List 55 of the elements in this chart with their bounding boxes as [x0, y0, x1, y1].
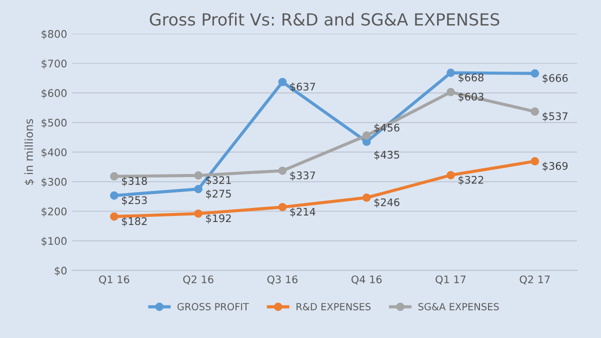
x-tick-label: Q4 16 [352, 275, 382, 285]
data-label: $668 [458, 73, 484, 83]
data-label: $253 [122, 196, 147, 206]
chart-title: Gross Profit Vs: R&D and SG&A EXPENSES [150, 12, 500, 26]
data-label: $275 [206, 190, 231, 200]
data-label: $337 [290, 171, 316, 181]
legend-label: SG&A EXPENSES [418, 302, 499, 310]
x-tick-label: Q1 17 [436, 275, 466, 285]
point [278, 202, 287, 212]
legend-label: R&D EXPENSES [296, 302, 371, 310]
x-tick-label: Q1 16 [99, 275, 130, 285]
data-label: $322 [458, 176, 484, 186]
y-tick-label: $400 [42, 148, 67, 158]
data-label: $456 [374, 124, 400, 133]
point [110, 191, 118, 200]
data-label: $637 [290, 82, 316, 92]
point [446, 68, 455, 78]
y-tick-label: $0 [54, 266, 67, 276]
y-axis-title: $ in millions [24, 119, 35, 185]
point [278, 166, 287, 175]
point [446, 171, 455, 180]
data-label: $246 [374, 198, 400, 208]
x-tick-label: Q2 17 [520, 275, 550, 285]
legend-label: GROSS PROFIT [177, 302, 249, 310]
x-tick-label: Q2 16 [183, 275, 214, 285]
y-tick-label: $600 [42, 88, 67, 98]
point [530, 157, 540, 166]
point [362, 131, 371, 140]
data-label: $369 [542, 162, 568, 172]
data-label: $318 [122, 176, 147, 186]
data-label: $603 [458, 92, 484, 102]
point [110, 212, 118, 221]
y-tick-label: $800 [42, 30, 67, 40]
y-tick-label: $200 [42, 207, 67, 217]
point [194, 184, 202, 194]
point [110, 172, 118, 181]
y-tick-label: $700 [42, 59, 67, 69]
data-label: $182 [122, 217, 147, 227]
data-label: $214 [290, 208, 316, 218]
data-label: $321 [206, 176, 231, 186]
point [362, 193, 371, 202]
point [194, 171, 202, 180]
point [278, 78, 287, 86]
data-label: $435 [374, 150, 400, 160]
data-label: $666 [542, 74, 568, 84]
y-tick-label: $300 [42, 178, 67, 188]
data-label: $192 [206, 214, 231, 224]
y-tick-label: $500 [42, 118, 67, 128]
point [530, 69, 540, 78]
point [194, 209, 202, 218]
y-tick-label: $100 [42, 236, 67, 246]
data-label: $537 [542, 112, 568, 122]
x-tick-label: Q3 16 [267, 275, 298, 285]
point [530, 107, 540, 116]
point [446, 88, 455, 96]
